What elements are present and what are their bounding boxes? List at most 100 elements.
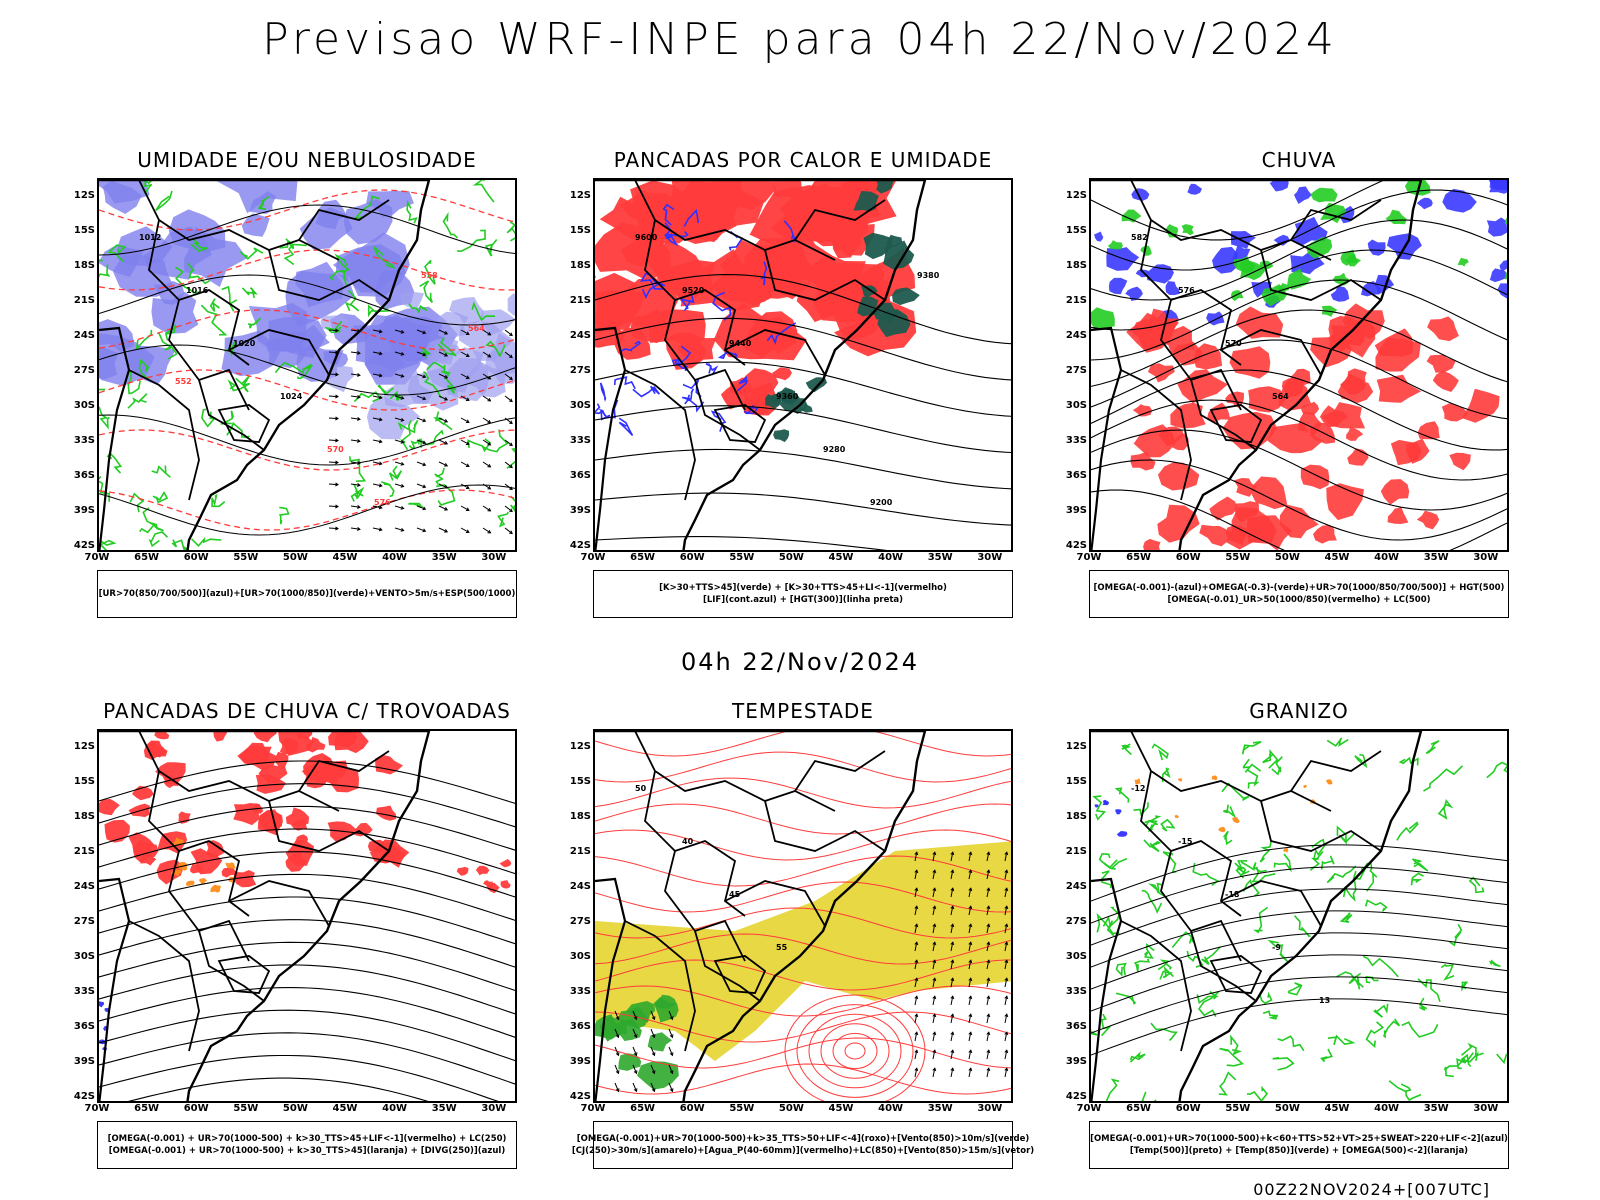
wind-vector: [460, 373, 470, 379]
wind-vector: [357, 395, 361, 399]
rain-red-area: [1193, 343, 1223, 370]
humidity-green-contour: [211, 493, 226, 508]
wind-vector: [614, 1082, 619, 1092]
rain-red-area: [1432, 370, 1459, 392]
humidity-green-contour: [506, 221, 515, 242]
lon-tick-label: 35W: [927, 552, 953, 563]
state-border: [298, 750, 390, 792]
map-panel: 9600 9520 9440 9360 9280 9200 9380: [593, 178, 1013, 552]
humidity-green-contour: [209, 298, 220, 312]
humidity-blue-area: [286, 324, 330, 359]
rain-red-area: [1225, 391, 1244, 408]
precipitable-water-contour: [595, 1011, 1011, 1043]
contour-label: -9: [1272, 943, 1281, 952]
lon-tick-label: 35W: [1423, 1103, 1449, 1114]
state-border: [1260, 249, 1382, 301]
wind-vector: [378, 439, 383, 444]
wind-vector: [932, 977, 937, 982]
wind-vector: [400, 461, 405, 466]
wind-vector: [372, 483, 382, 487]
wind-vector: [416, 373, 426, 378]
lon-tick-label: 45W: [332, 552, 358, 563]
lon-tick-label: 70W: [580, 1103, 606, 1114]
lon-tick-label: 30W: [481, 552, 507, 563]
wind-vector: [1004, 1013, 1009, 1018]
wind-vector: [400, 439, 405, 444]
temp850-contour: [1242, 879, 1260, 897]
wind-vector: [357, 505, 361, 509]
wind-vector: [357, 439, 361, 443]
humidity-green-contour: [457, 229, 486, 253]
temp850-contour: [1311, 838, 1326, 859]
main-title: Previsao WRF-INPE para 04h 22/Nov/2024: [262, 14, 1338, 65]
wind-vector: [465, 397, 470, 401]
wind-vector: [968, 888, 972, 898]
humidity-green-contour: [247, 317, 262, 329]
map-canvas: -12 -15 -18 -9 13: [1091, 731, 1507, 1101]
humidity-blue-area: [445, 358, 489, 402]
instability-red-area: [772, 367, 792, 381]
hgt500-contour: [1091, 249, 1507, 331]
wind-vector: [509, 332, 513, 337]
lon-tick-label: 35W: [431, 1103, 457, 1114]
divergence-blue-area: [99, 1001, 105, 1008]
lat-tick-label: 33S: [1065, 435, 1087, 446]
wind-vector: [444, 419, 449, 423]
lon-tick-label: 45W: [332, 1103, 358, 1114]
temp850-contour: [1339, 912, 1353, 923]
instability-red-area: [755, 328, 785, 354]
humidity-green-contour: [201, 408, 217, 428]
wind-vector: [914, 978, 918, 988]
storm-red-area: [375, 805, 397, 821]
wind-vector: [669, 1052, 674, 1057]
streamline: [99, 828, 515, 875]
lon-tick-label: 55W: [729, 552, 755, 563]
state-border: [794, 199, 886, 241]
temp500-contour: [1091, 910, 1507, 968]
temp850-contour: [1423, 765, 1464, 792]
wind-vector: [465, 375, 470, 379]
humidity-green-contour: [99, 264, 111, 278]
wind-vector: [372, 461, 382, 465]
wind-vector: [932, 887, 937, 892]
rain-red-area: [1313, 524, 1337, 544]
wind-vector: [416, 483, 426, 488]
lat-tick-label: 12S: [1065, 190, 1087, 201]
rain-red-area: [1427, 316, 1459, 342]
rain-red-area: [1281, 377, 1304, 398]
lat-tick-label: 15S: [1065, 776, 1087, 787]
omega-green-area: [1165, 224, 1179, 238]
wind-vector: [378, 395, 383, 400]
streamline: [99, 1054, 499, 1101]
wind-vector: [422, 484, 427, 489]
temp850-contour: [1440, 963, 1455, 981]
lon-tick-label: 65W: [134, 1103, 160, 1114]
wind-vector: [968, 1050, 972, 1060]
humidity-green-contour: [485, 340, 506, 358]
state-border: [1220, 880, 1322, 927]
humidity-green-contour: [408, 502, 423, 508]
humidity-green-contour: [187, 263, 211, 285]
streamline: [127, 1077, 429, 1101]
instability-red-area: [621, 232, 665, 267]
state-border: [268, 249, 390, 301]
lat-tick-label: 24S: [1065, 881, 1087, 892]
wind-vector: [378, 461, 383, 466]
wind-vector: [482, 395, 491, 402]
wind-vector: [416, 461, 426, 466]
storm-red-area: [285, 807, 310, 827]
precipitable-water-contour: [595, 959, 1011, 991]
wind-vector: [438, 439, 448, 445]
wind-vector: [950, 977, 955, 982]
temp850-contour: [1143, 943, 1155, 959]
wind-vector: [1004, 870, 1008, 880]
lifted-index-contour: [613, 376, 636, 390]
state-border: [713, 955, 767, 994]
hgt500-contour: [1091, 459, 1507, 541]
wind-vector: [668, 1046, 673, 1056]
storm-red-area: [278, 731, 314, 756]
wind-vector: [651, 1034, 656, 1039]
hail-blue-area: [1116, 831, 1128, 837]
precipitable-water-contour: [595, 731, 1011, 757]
wind-vector: [669, 1088, 674, 1093]
